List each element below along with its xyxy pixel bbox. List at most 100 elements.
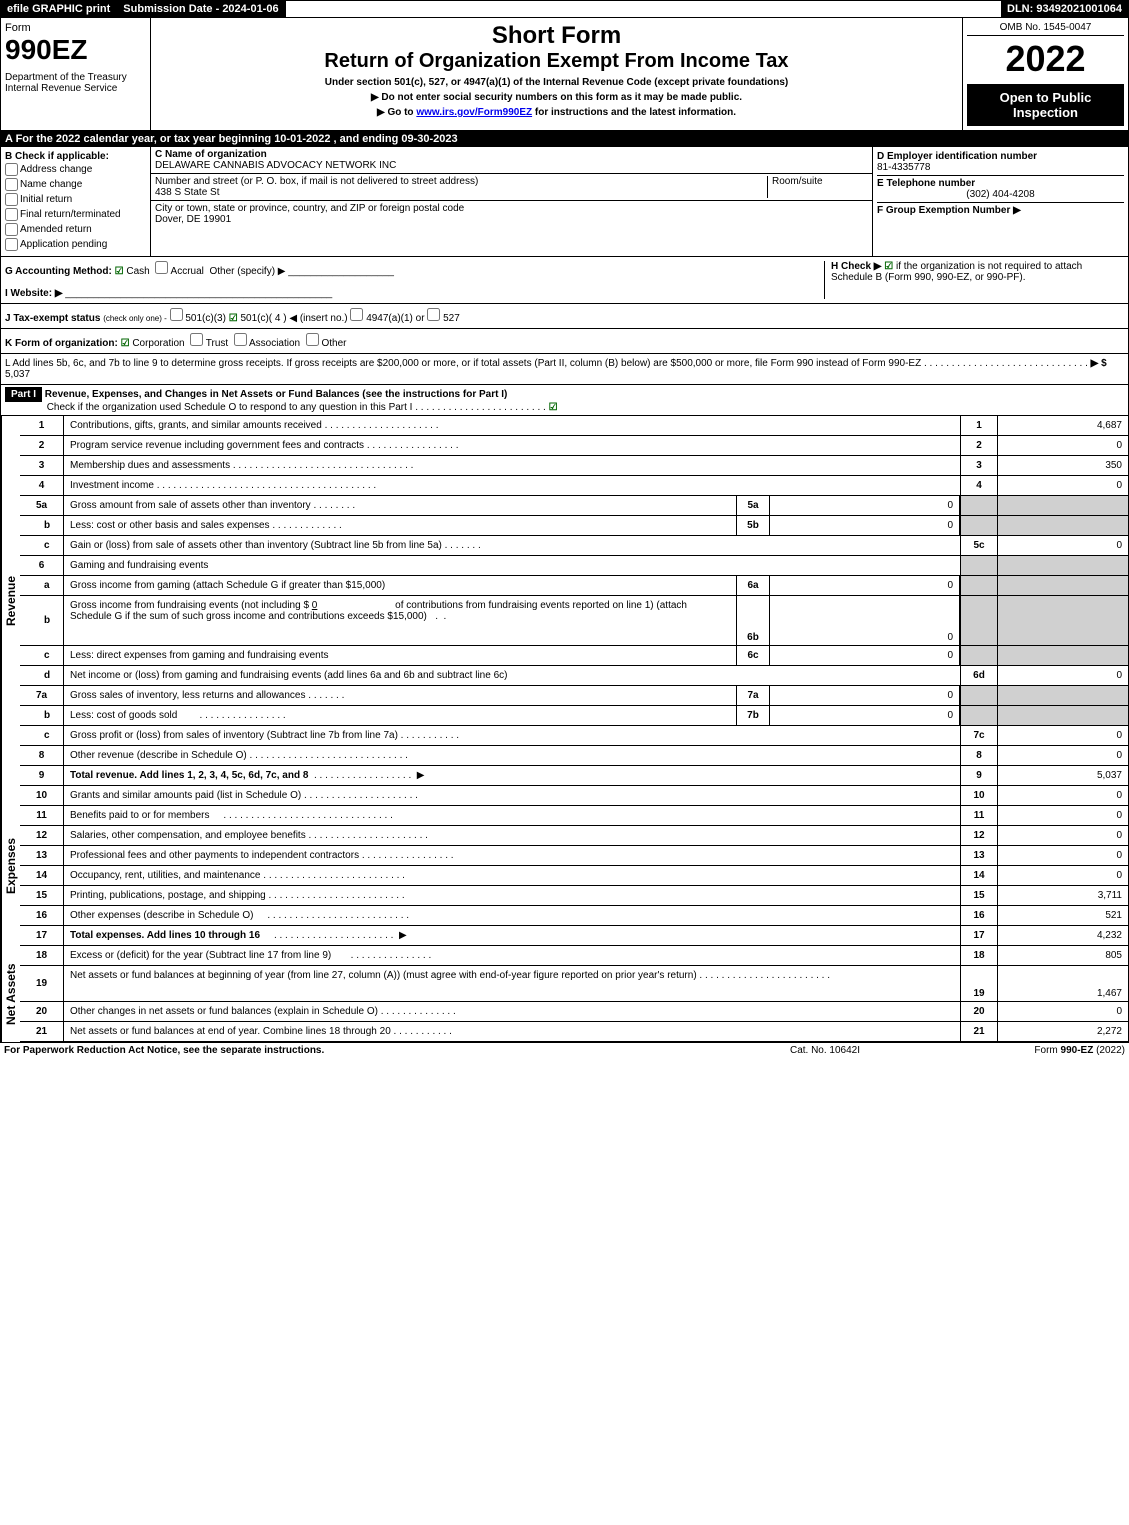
checkbox-initial-return[interactable] xyxy=(5,193,18,206)
checkbox-trust[interactable] xyxy=(190,333,203,346)
line-6c-mnum: 6c xyxy=(736,646,770,665)
goto-suffix: for instructions and the latest informat… xyxy=(535,107,736,118)
line-18-num: 18 xyxy=(20,946,64,965)
c-label: C Name of organization xyxy=(155,149,868,160)
l-text: L Add lines 5b, 6c, and 7b to line 9 to … xyxy=(5,358,921,369)
line-11-num: 11 xyxy=(20,806,64,825)
line-7a: 7a Gross sales of inventory, less return… xyxy=(20,686,1129,706)
line-7b-rval-shaded xyxy=(998,706,1128,725)
checkbox-527[interactable] xyxy=(427,308,440,321)
top-spacer xyxy=(286,1,1001,17)
goto-link[interactable]: www.irs.gov/Form990EZ xyxy=(416,107,532,118)
line-9-rnum: 9 xyxy=(960,766,998,785)
line-14-rnum: 14 xyxy=(960,866,998,885)
line-5a-mval: 0 xyxy=(770,496,960,515)
checkbox-other[interactable] xyxy=(306,333,319,346)
line-5a-rnum-shaded xyxy=(960,496,998,515)
checkbox-501c3[interactable] xyxy=(170,308,183,321)
line-18-desc: Excess or (deficit) for the year (Subtra… xyxy=(64,946,960,965)
netassets-section: Net Assets 18 Excess or (deficit) for th… xyxy=(0,946,1129,1042)
line-5a-desc: Gross amount from sale of assets other t… xyxy=(64,496,736,515)
line-18-rnum: 18 xyxy=(960,946,998,965)
line-7a-desc: Gross sales of inventory, less returns a… xyxy=(64,686,736,705)
line-1-desc: Contributions, gifts, grants, and simila… xyxy=(64,416,960,435)
line-14-num: 14 xyxy=(20,866,64,885)
line-9: 9 Total revenue. Add lines 1, 2, 3, 4, 5… xyxy=(20,766,1129,786)
line-7c: c Gross profit or (loss) from sales of i… xyxy=(20,726,1129,746)
checkbox-accrual[interactable] xyxy=(155,261,168,274)
part1-title: Revenue, Expenses, and Changes in Net As… xyxy=(45,389,508,400)
line-7c-num: c xyxy=(20,726,64,745)
checkbox-4947[interactable] xyxy=(350,308,363,321)
check-name-change[interactable]: Name change xyxy=(5,177,146,192)
line-7a-mnum: 7a xyxy=(736,686,770,705)
line-7c-desc: Gross profit or (loss) from sales of inv… xyxy=(64,726,960,745)
line-3-rval: 350 xyxy=(998,456,1128,475)
city-label: City or town, state or province, country… xyxy=(155,203,868,214)
checkbox-final-return[interactable] xyxy=(5,208,18,221)
return-title: Return of Organization Exempt From Incom… xyxy=(155,50,958,73)
header-left: Form 990EZ Department of the Treasury In… xyxy=(1,18,151,130)
k-other: Other xyxy=(321,338,346,349)
line-12-desc: Salaries, other compensation, and employ… xyxy=(64,826,960,845)
row-j: J Tax-exempt status (check only one) - 5… xyxy=(0,304,1129,329)
line-5b-rval-shaded xyxy=(998,516,1128,535)
line-16-rval: 521 xyxy=(998,906,1128,925)
checkbox-assoc[interactable] xyxy=(234,333,247,346)
g-block: G Accounting Method: ☑ Cash Accrual Othe… xyxy=(5,261,824,299)
checkbox-application-pending[interactable] xyxy=(5,238,18,251)
line-6d-rnum: 6d xyxy=(960,666,998,685)
line-8-rval: 0 xyxy=(998,746,1128,765)
check-initial-return[interactable]: Initial return xyxy=(5,192,146,207)
line-6b: b Gross income from fundraising events (… xyxy=(20,596,1129,646)
check-final-return[interactable]: Final return/terminated xyxy=(5,207,146,222)
line-13-rval: 0 xyxy=(998,846,1128,865)
line-5b: b Less: cost or other basis and sales ex… xyxy=(20,516,1129,536)
city-block: City or town, state or province, country… xyxy=(151,201,872,227)
check-501c4-icon: ☑ xyxy=(229,313,238,324)
line-2-num: 2 xyxy=(20,436,64,455)
line-1-rval: 4,687 xyxy=(998,416,1128,435)
line-16-num: 16 xyxy=(20,906,64,925)
part1-check-icon: ☑ xyxy=(549,402,558,413)
form-label: Form xyxy=(5,22,146,34)
f-block: F Group Exemption Number ▶ xyxy=(877,203,1124,218)
part1-check-text: Check if the organization used Schedule … xyxy=(47,402,413,413)
checkbox-name-change[interactable] xyxy=(5,178,18,191)
j-opt2: 501(c)( 4 ) ◀ (insert no.) xyxy=(240,313,347,324)
part1-header-row: Part I Revenue, Expenses, and Changes in… xyxy=(0,385,1129,416)
line-10-rnum: 10 xyxy=(960,786,998,805)
line-13-desc: Professional fees and other payments to … xyxy=(64,846,960,865)
d-label: D Employer identification number xyxy=(877,151,1124,162)
line-3: 3 Membership dues and assessments . . . … xyxy=(20,456,1129,476)
check-address-change[interactable]: Address change xyxy=(5,162,146,177)
line-6c-rnum-shaded xyxy=(960,646,998,665)
line-11-desc: Benefits paid to or for members . . . . … xyxy=(64,806,960,825)
expenses-vert-label: Expenses xyxy=(1,786,20,946)
line-7a-rval-shaded xyxy=(998,686,1128,705)
line-10-rval: 0 xyxy=(998,786,1128,805)
line-15-num: 15 xyxy=(20,886,64,905)
checkbox-amended-return[interactable] xyxy=(5,223,18,236)
line-7b-mnum: 7b xyxy=(736,706,770,725)
line-5a-rval-shaded xyxy=(998,496,1128,515)
check-application-pending[interactable]: Application pending xyxy=(5,237,146,252)
line-6d: d Net income or (loss) from gaming and f… xyxy=(20,666,1129,686)
expenses-section: Expenses 10 Grants and similar amounts p… xyxy=(0,786,1129,946)
checkbox-address-change[interactable] xyxy=(5,163,18,176)
line-2-desc: Program service revenue including govern… xyxy=(64,436,960,455)
line-21-num: 21 xyxy=(20,1022,64,1041)
col-c: C Name of organization DELAWARE CANNABIS… xyxy=(151,147,873,256)
f-label: F Group Exemption Number ▶ xyxy=(877,205,1124,216)
check-amended-return[interactable]: Amended return xyxy=(5,222,146,237)
line-15-desc: Printing, publications, postage, and shi… xyxy=(64,886,960,905)
efile-label[interactable]: efile GRAPHIC print xyxy=(1,1,117,17)
line-4: 4 Investment income . . . . . . . . . . … xyxy=(20,476,1129,496)
line-13: 13 Professional fees and other payments … xyxy=(20,846,1129,866)
header-center: Short Form Return of Organization Exempt… xyxy=(151,18,963,130)
line-19-rnum: 19 xyxy=(960,966,998,1001)
line-12: 12 Salaries, other compensation, and emp… xyxy=(20,826,1129,846)
line-21: 21 Net assets or fund balances at end of… xyxy=(20,1022,1129,1042)
line-11: 11 Benefits paid to or for members . . .… xyxy=(20,806,1129,826)
line-7a-num: 7a xyxy=(20,686,64,705)
